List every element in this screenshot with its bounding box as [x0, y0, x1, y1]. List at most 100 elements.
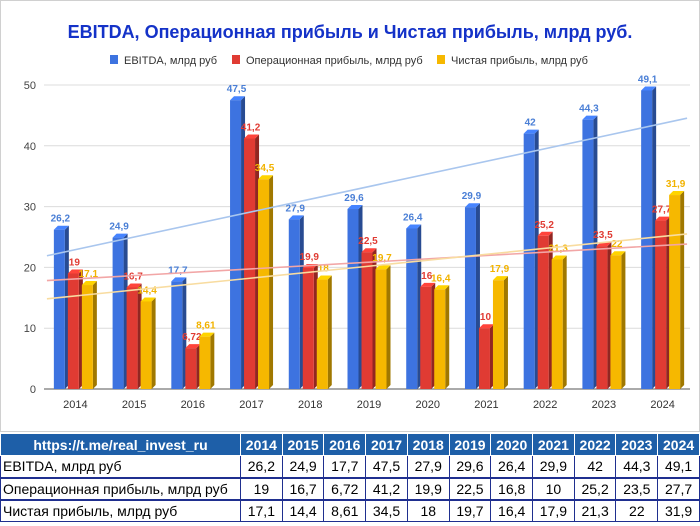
- bar-side: [445, 285, 450, 389]
- y-tick-label: 50: [24, 80, 36, 92]
- bar: [185, 348, 197, 389]
- x-tick-label: 2020: [415, 399, 439, 411]
- data-label: 16,4: [431, 273, 451, 284]
- year-header: 2014: [240, 433, 283, 456]
- bar: [610, 255, 622, 389]
- bar-top: [406, 224, 422, 229]
- data-label: 29,6: [344, 193, 364, 204]
- data-label: 17,9: [490, 264, 510, 275]
- bar: [669, 195, 681, 389]
- bar: [434, 289, 446, 389]
- bar: [537, 235, 549, 389]
- bar: [126, 287, 138, 389]
- bar-side: [621, 251, 626, 389]
- channel-link[interactable]: https://t.me/real_invest_ru: [0, 433, 241, 456]
- trendline: [46, 233, 688, 300]
- bar-top: [551, 255, 567, 260]
- data-label: 17,7: [168, 265, 188, 276]
- table-cell: 26,4: [490, 455, 534, 478]
- table-cell: 49,1: [657, 455, 700, 478]
- bar: [140, 301, 152, 389]
- legend-label: EBITDA, млрд руб: [124, 55, 217, 67]
- bar-top: [492, 276, 508, 281]
- legend-swatch: [232, 55, 240, 64]
- bar: [67, 273, 79, 389]
- table-cell: 23,5: [615, 476, 659, 501]
- bar-top: [230, 96, 246, 101]
- table-cell: 21,3: [573, 499, 617, 522]
- data-label: 22: [611, 239, 623, 250]
- bar: [230, 100, 242, 389]
- data-label: 19,7: [372, 253, 392, 264]
- bar-side: [562, 255, 567, 389]
- data-label: 8,61: [196, 321, 216, 332]
- x-tick-label: 2016: [181, 399, 205, 411]
- table-cell: 6,72: [323, 476, 367, 501]
- table-cell: 25,2: [573, 476, 617, 501]
- data-label: 42: [525, 118, 537, 129]
- bar-side: [680, 191, 685, 389]
- bar-top: [185, 344, 201, 349]
- bar: [81, 285, 93, 389]
- data-label: 19: [69, 257, 81, 268]
- bar: [302, 268, 314, 389]
- data-label: 21,3: [548, 243, 568, 254]
- bar-top: [140, 297, 156, 302]
- bar-top: [375, 265, 391, 270]
- bar: [420, 286, 432, 389]
- data-label: 47,5: [227, 84, 247, 95]
- table-header-row: https://t.me/real_invest_ru 2014 2015 2016…: [0, 433, 700, 456]
- table-cell: 29,6: [448, 455, 492, 478]
- bar-top: [171, 277, 187, 282]
- chart-area: EBITDA, Операционная прибыль и Чистая пр…: [0, 0, 700, 432]
- x-tick-label: 2024: [650, 399, 674, 411]
- table-cell: 17,9: [532, 499, 575, 522]
- data-label: 18: [318, 264, 330, 275]
- bar-top: [420, 282, 436, 287]
- table-cell: 17,1: [240, 499, 283, 522]
- bar-top: [199, 332, 215, 337]
- data-label: 49,1: [638, 74, 658, 85]
- bar-top: [361, 248, 377, 253]
- bar-side: [92, 281, 97, 389]
- bar: [655, 220, 667, 389]
- data-label: 34,5: [255, 163, 275, 174]
- bar-side: [210, 332, 215, 389]
- x-tick-label: 2015: [122, 399, 146, 411]
- bar-top: [537, 231, 553, 236]
- table-cell: 41,2: [365, 476, 408, 501]
- bar-top: [434, 285, 450, 290]
- y-tick-label: 30: [24, 202, 36, 214]
- bar: [288, 219, 300, 389]
- x-tick-label: 2023: [592, 399, 616, 411]
- bar-top: [478, 324, 494, 329]
- bar-top: [610, 251, 626, 256]
- bar-top: [81, 281, 97, 286]
- bar: [171, 281, 183, 389]
- bar-top: [288, 215, 304, 220]
- bar-top: [523, 129, 539, 134]
- table-cell: 19: [240, 476, 283, 501]
- year-header: 2015: [281, 433, 325, 456]
- x-tick-label: 2022: [533, 399, 557, 411]
- data-label: 17,1: [79, 269, 99, 280]
- year-header: 2024: [657, 433, 700, 456]
- table-cell: 19,9: [406, 476, 450, 501]
- table-cell: 47,5: [365, 455, 408, 478]
- bar-side: [386, 265, 391, 389]
- legend-label: Операционная прибыль, млрд руб: [246, 55, 423, 67]
- bar: [244, 138, 256, 389]
- data-label: 16,7: [123, 271, 143, 282]
- table-cell: 8,61: [323, 499, 367, 522]
- year-header: 2016: [323, 433, 367, 456]
- bar-top: [582, 115, 598, 120]
- data-table: https://t.me/real_invest_ru 2014 2015 2016…: [0, 433, 700, 522]
- data-label: 26,4: [403, 212, 423, 223]
- trendline: [46, 243, 688, 282]
- year-header: 2017: [365, 433, 408, 456]
- y-tick-label: 10: [24, 323, 36, 335]
- bar-top: [112, 233, 128, 238]
- data-label: 24,9: [109, 222, 129, 233]
- bar-top: [347, 205, 363, 210]
- table-row: Чистая прибыль, млрд руб 17,1 14,4 8,61 34,5…: [0, 499, 700, 522]
